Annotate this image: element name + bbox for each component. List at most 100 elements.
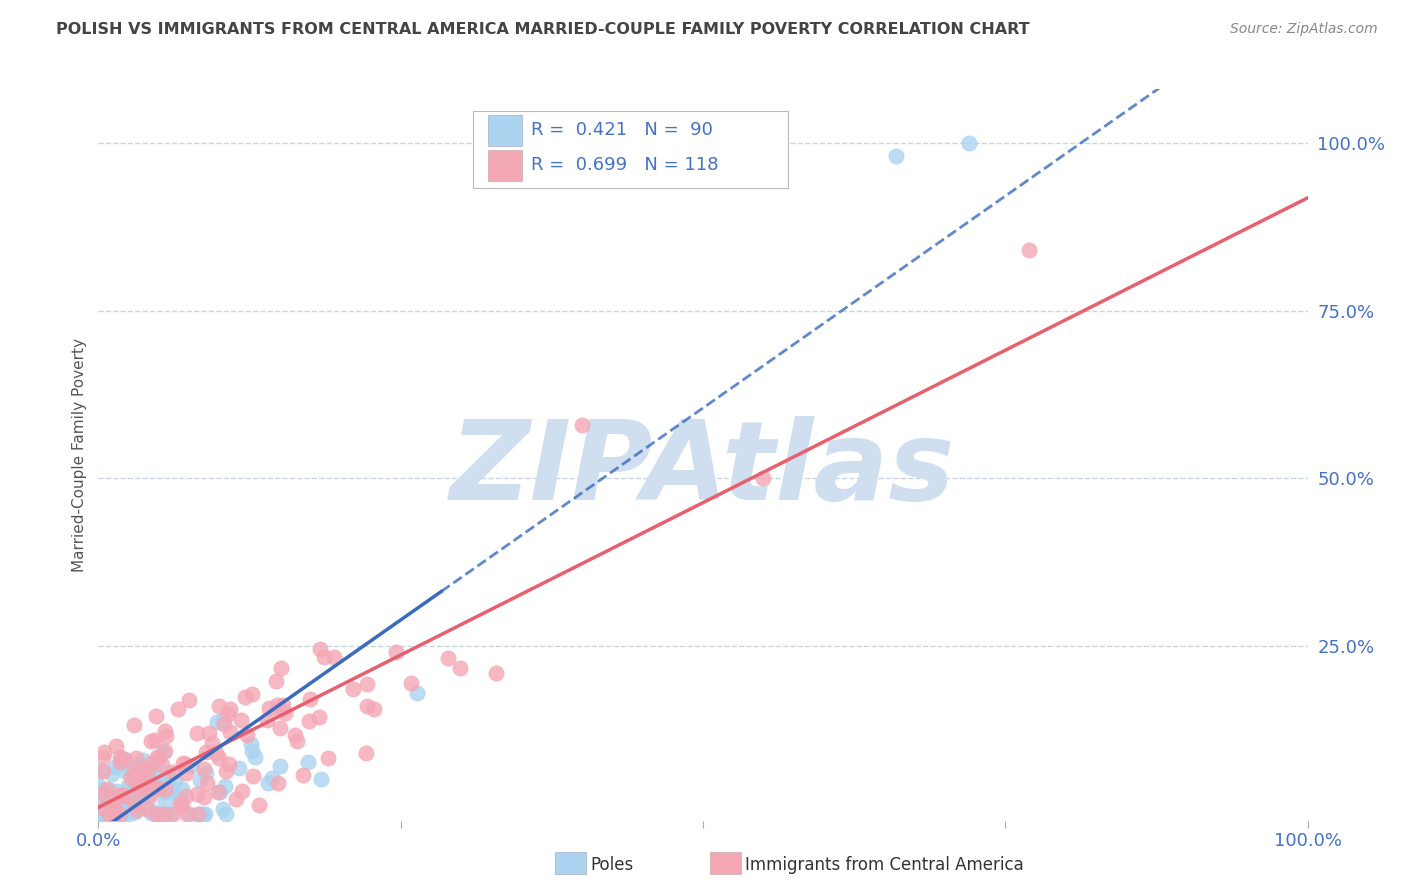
Point [160,781,183,796]
Point [139,771,162,785]
Point [118,806,141,821]
Point [122,764,145,779]
Point [128,781,150,796]
Point [118,765,141,780]
Point [437,651,460,665]
Point [218,725,240,739]
Point [163,774,186,789]
Text: Immigrants from Central America: Immigrants from Central America [745,856,1024,874]
Point [173,756,195,771]
Point [385,645,408,659]
Point [267,775,290,789]
Point [110,755,132,769]
Point [112,789,135,803]
Point [211,713,233,727]
FancyBboxPatch shape [488,115,522,145]
Point [247,797,270,812]
Text: ZIPAtlas: ZIPAtlas [450,416,956,523]
Point [155,729,177,743]
Point [212,802,235,816]
Point [101,767,124,781]
Point [89,802,111,816]
Point [129,783,152,797]
Point [120,800,142,814]
Point [87,780,110,794]
Point [214,764,236,778]
Point [205,715,228,730]
Point [141,733,163,747]
Point [208,699,231,714]
Point [240,687,263,701]
Point [399,675,422,690]
Point [125,803,148,817]
Point [124,767,146,781]
Point [90,783,112,797]
Point [193,763,215,777]
Point [89,806,111,821]
Point [186,725,208,739]
Point [125,751,148,765]
Point [108,749,131,764]
Point [240,738,263,752]
Point [214,779,236,793]
Point [356,746,378,760]
Point [115,797,138,811]
Text: POLISH VS IMMIGRANTS FROM CENTRAL AMERICA MARRIED-COUPLE FAMILY POVERTY CORRELAT: POLISH VS IMMIGRANTS FROM CENTRAL AMERIC… [56,22,1029,37]
Point [269,758,291,772]
Point [177,693,200,707]
Point [200,736,222,750]
Point [155,782,177,797]
Point [124,805,146,820]
Point [115,800,138,814]
Point [146,806,169,821]
Point [285,734,308,748]
Point [215,806,238,821]
Point [150,757,173,772]
Point [135,764,157,778]
Point [93,745,115,759]
Point [112,789,135,803]
Point [292,768,315,782]
Point [148,770,170,784]
Point [174,766,197,780]
Point [194,745,217,759]
Point [112,800,135,814]
Point [143,732,166,747]
Point [157,766,180,780]
Point [155,772,177,787]
Point [308,641,330,656]
Point [139,764,162,779]
Point [219,701,242,715]
Point [121,771,143,785]
Point [449,661,471,675]
Point [267,702,290,716]
Point [190,772,212,787]
Point [172,756,194,771]
Point [117,779,139,793]
Point [256,775,278,789]
Point [122,796,145,810]
Point [155,743,177,757]
Point [132,761,155,775]
Point [98,800,121,814]
Point [91,764,114,778]
Point [114,785,136,799]
Point [271,698,294,712]
Point [218,756,240,771]
Point [270,661,292,675]
Point [194,806,217,821]
Point [274,706,297,721]
Point [170,798,193,813]
Point [108,806,131,821]
Point [266,698,288,712]
FancyBboxPatch shape [488,150,522,180]
Point [103,806,125,821]
Point [180,758,202,772]
Point [94,788,117,802]
Point [112,806,135,821]
Point [148,750,170,764]
Point [316,750,339,764]
Point [98,783,121,797]
Text: Source: ZipAtlas.com: Source: ZipAtlas.com [1230,22,1378,37]
Point [298,714,321,728]
